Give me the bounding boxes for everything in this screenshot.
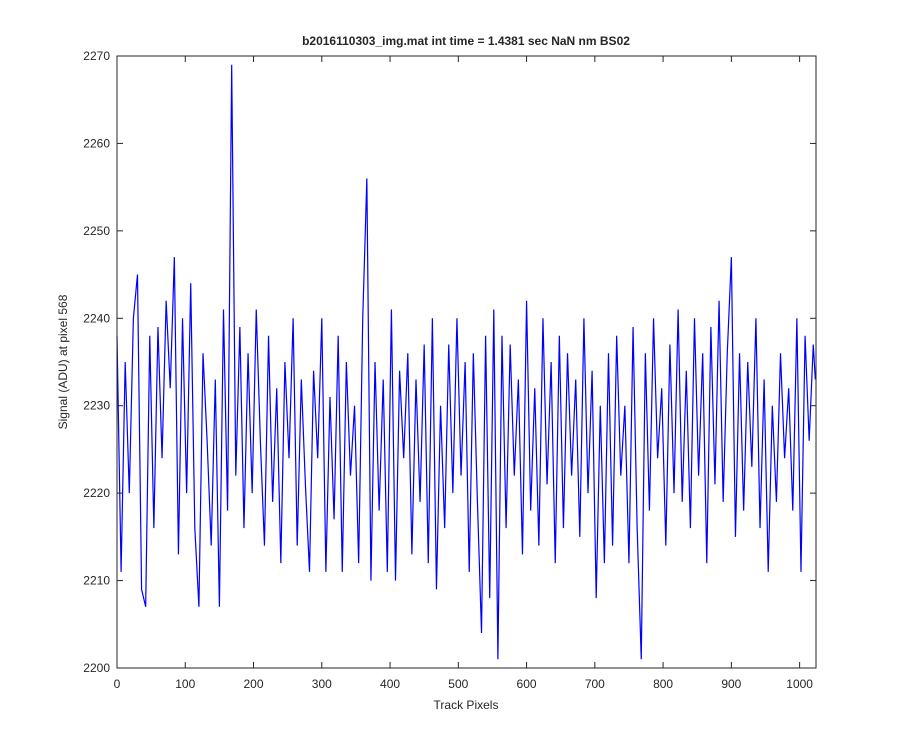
x-tick-label: 800 — [653, 677, 673, 691]
y-tick-label: 2260 — [83, 136, 110, 150]
x-tick-label: 200 — [244, 677, 264, 691]
y-tick-label: 2230 — [83, 399, 110, 413]
chart-title: b2016110303_img.mat int time = 1.4381 se… — [302, 34, 630, 48]
x-tick-label: 1000 — [786, 677, 813, 691]
y-tick-label: 2240 — [83, 311, 110, 325]
axes-box — [116, 55, 817, 669]
y-tick-label: 2220 — [83, 486, 110, 500]
y-tick-label: 2200 — [83, 661, 110, 675]
x-axis-label: Track Pixels — [434, 698, 499, 712]
y-tick-label: 2250 — [83, 224, 110, 238]
y-axis-label: Signal (ADU) at pixel 568 — [56, 294, 70, 429]
x-tick-label: 500 — [448, 677, 468, 691]
x-tick-label: 100 — [175, 677, 195, 691]
x-tick-label: 900 — [721, 677, 741, 691]
x-tick-label: 700 — [585, 677, 605, 691]
y-tick-label: 2210 — [83, 574, 110, 588]
y-tick-label: 2270 — [83, 49, 110, 63]
x-tick-label: 0 — [114, 677, 121, 691]
x-tick-label: 400 — [380, 677, 400, 691]
x-tick-label: 300 — [312, 677, 332, 691]
x-tick-label: 600 — [517, 677, 537, 691]
data-line — [116, 64, 816, 660]
